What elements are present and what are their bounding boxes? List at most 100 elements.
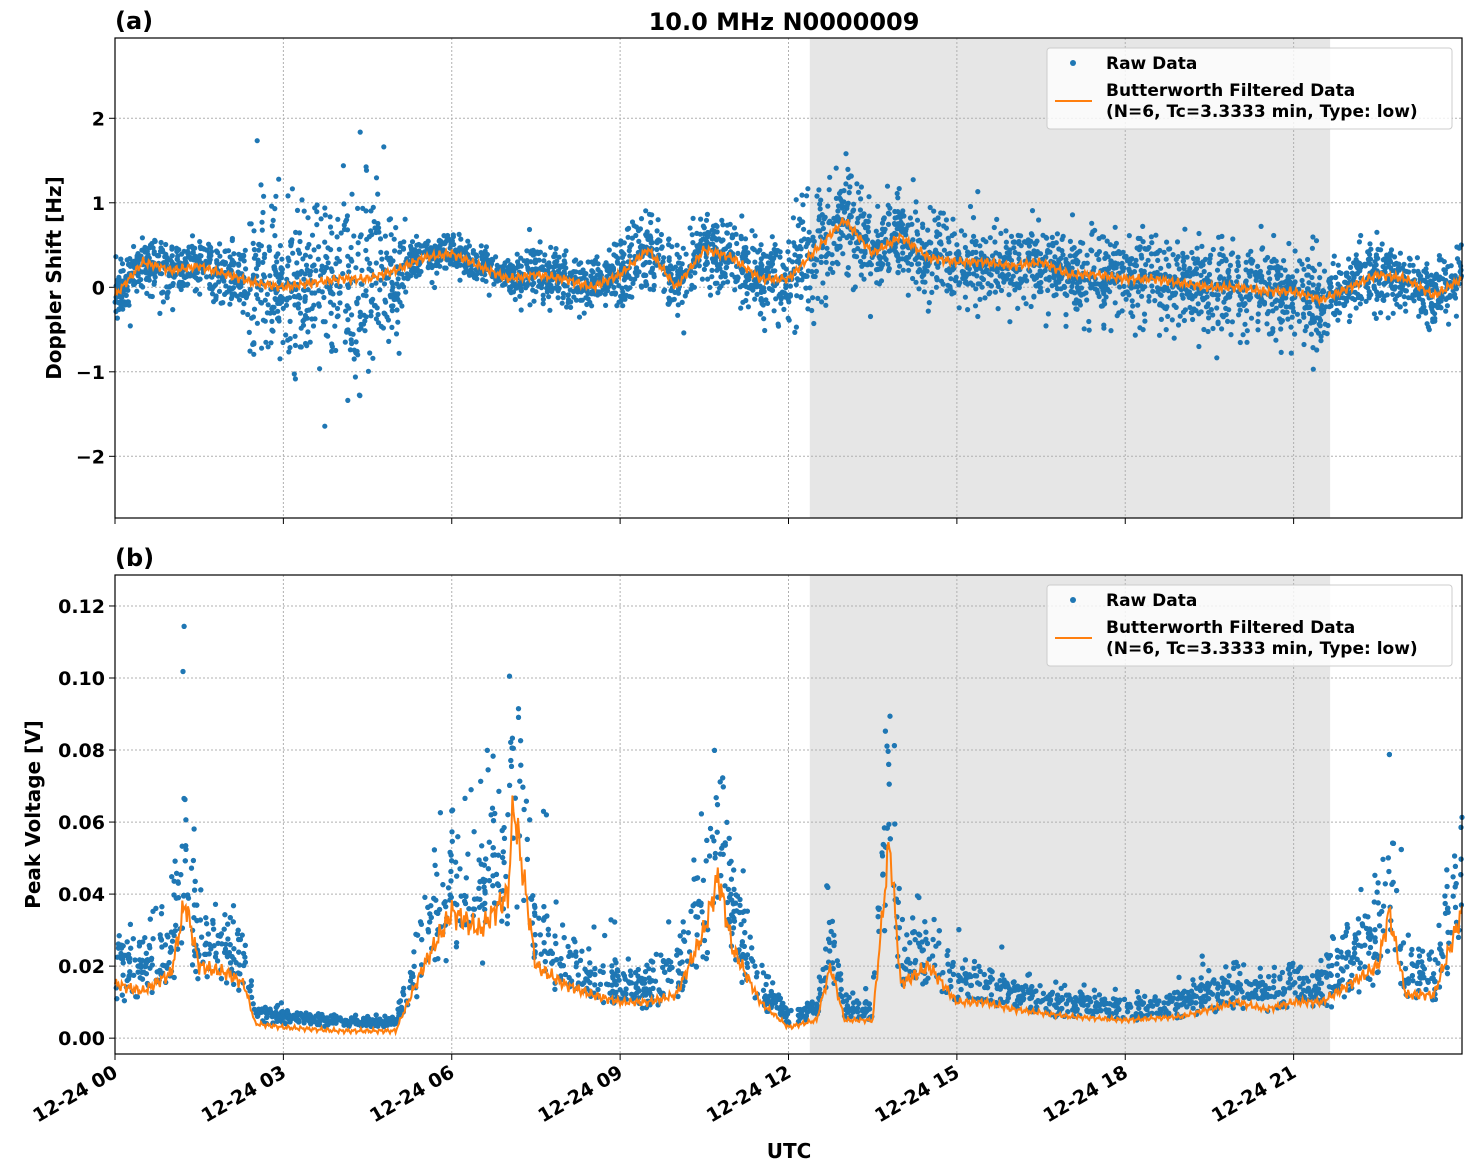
raw-point	[838, 197, 844, 203]
raw-point	[666, 301, 672, 307]
raw-point	[972, 242, 979, 248]
raw-point	[1026, 254, 1032, 260]
raw-point	[867, 259, 873, 266]
raw-point	[968, 280, 974, 286]
raw-point	[948, 276, 954, 282]
raw-point	[1267, 276, 1273, 282]
raw-point	[556, 254, 562, 260]
raw-point	[1317, 275, 1323, 281]
raw-point	[1198, 272, 1204, 278]
raw-point	[356, 392, 362, 398]
raw-point	[1173, 256, 1179, 263]
raw-point	[253, 252, 259, 258]
raw-point	[345, 284, 351, 290]
raw-point	[896, 186, 902, 192]
raw-point	[956, 305, 962, 311]
raw-point	[1119, 264, 1125, 270]
raw-point	[710, 241, 716, 247]
raw-point	[864, 237, 871, 243]
raw-point	[1210, 246, 1216, 253]
raw-point	[517, 293, 523, 299]
raw-point	[386, 338, 392, 344]
raw-point	[187, 273, 193, 279]
raw-point	[933, 284, 940, 290]
raw-point	[991, 224, 997, 231]
raw-point	[437, 238, 443, 244]
raw-point	[1316, 261, 1323, 267]
raw-point	[288, 243, 294, 249]
raw-point	[625, 286, 631, 292]
raw-point	[262, 251, 268, 257]
raw-point	[275, 316, 281, 322]
raw-point	[304, 307, 310, 314]
raw-point	[505, 257, 511, 264]
raw-point	[1332, 312, 1338, 318]
raw-point	[389, 279, 395, 285]
raw-point	[1321, 268, 1328, 274]
raw-point	[724, 230, 730, 236]
raw-point	[246, 329, 252, 335]
raw-point	[913, 199, 919, 205]
raw-point	[581, 310, 587, 316]
raw-point	[620, 260, 627, 266]
raw-point	[1207, 256, 1213, 262]
raw-point	[1058, 286, 1064, 292]
raw-point	[157, 310, 163, 316]
raw-point	[423, 240, 429, 246]
raw-point	[716, 236, 722, 242]
raw-point	[702, 236, 708, 242]
raw-point	[925, 227, 931, 233]
raw-point	[1336, 300, 1342, 306]
raw-point	[840, 251, 846, 257]
raw-point	[229, 260, 235, 267]
raw-point	[1255, 263, 1261, 269]
raw-point	[1403, 288, 1409, 294]
raw-point	[758, 256, 764, 262]
raw-point	[342, 339, 348, 345]
raw-point	[704, 211, 711, 217]
raw-point	[1165, 288, 1171, 294]
raw-point	[811, 320, 817, 327]
raw-point	[603, 260, 609, 266]
raw-point	[1193, 308, 1199, 314]
raw-point	[798, 238, 805, 244]
raw-point	[1443, 308, 1449, 314]
raw-point	[414, 242, 420, 248]
raw-point	[824, 245, 830, 251]
y-tick-label: 2	[92, 108, 105, 130]
raw-point	[1348, 264, 1354, 270]
raw-point	[1203, 304, 1209, 310]
raw-point	[510, 289, 517, 295]
raw-point	[546, 260, 552, 266]
raw-point	[666, 257, 672, 264]
raw-point	[1424, 261, 1430, 267]
raw-point	[408, 245, 414, 251]
raw-point	[611, 284, 617, 290]
raw-point	[382, 297, 388, 303]
raw-point	[910, 177, 916, 183]
raw-point	[850, 287, 856, 293]
raw-point	[455, 247, 461, 253]
raw-point	[349, 258, 355, 264]
raw-point	[885, 261, 891, 267]
raw-point	[388, 303, 395, 309]
raw-point	[895, 269, 901, 276]
raw-point	[980, 269, 986, 275]
y-tick-label: −1	[76, 362, 105, 384]
raw-point	[305, 329, 311, 335]
raw-point	[1311, 268, 1317, 274]
raw-point	[1194, 291, 1200, 297]
raw-point	[692, 249, 698, 255]
raw-point	[381, 281, 388, 287]
raw-point	[274, 259, 280, 265]
raw-point	[674, 242, 680, 248]
raw-point	[705, 276, 711, 282]
raw-point	[1374, 229, 1380, 235]
raw-point	[1072, 290, 1078, 296]
raw-point	[772, 268, 778, 274]
raw-point	[592, 276, 598, 282]
raw-point	[1149, 263, 1155, 269]
raw-point	[804, 273, 810, 279]
raw-point	[311, 247, 317, 253]
raw-point	[1268, 265, 1274, 271]
